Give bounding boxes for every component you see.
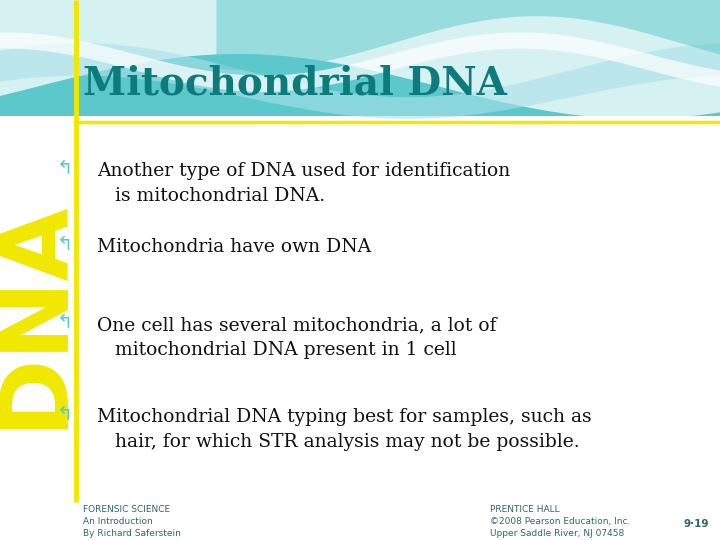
Text: ↰: ↰ — [57, 405, 73, 424]
Polygon shape — [217, 0, 720, 70]
Text: 9·19: 9·19 — [684, 519, 709, 529]
Text: ↰: ↰ — [57, 159, 73, 178]
Bar — [0, 0, 720, 116]
Text: Mitochondrial DNA typing best for samples, such as
   hair, for which STR analys: Mitochondrial DNA typing best for sample… — [97, 408, 592, 451]
Polygon shape — [0, 32, 720, 92]
Text: DNA: DNA — [0, 198, 81, 429]
Polygon shape — [0, 43, 720, 119]
Text: Another type of DNA used for identification
   is mitochondrial DNA.: Another type of DNA used for identificat… — [97, 162, 510, 205]
Text: Mitochondrial DNA: Mitochondrial DNA — [83, 65, 507, 103]
Text: Mitochondria have own DNA: Mitochondria have own DNA — [97, 238, 372, 255]
Text: PRENTICE HALL
©2008 Pearson Education, Inc.
Upper Saddle River, NJ 07458: PRENTICE HALL ©2008 Pearson Education, I… — [490, 505, 630, 537]
Polygon shape — [0, 0, 720, 116]
Text: FORENSIC SCIENCE
An Introduction
By Richard Saferstein: FORENSIC SCIENCE An Introduction By Rich… — [83, 505, 181, 537]
Text: ↰: ↰ — [57, 313, 73, 332]
Text: One cell has several mitochondria, a lot of
   mitochondrial DNA present in 1 ce: One cell has several mitochondria, a lot… — [97, 316, 497, 359]
Text: ↰: ↰ — [57, 235, 73, 254]
